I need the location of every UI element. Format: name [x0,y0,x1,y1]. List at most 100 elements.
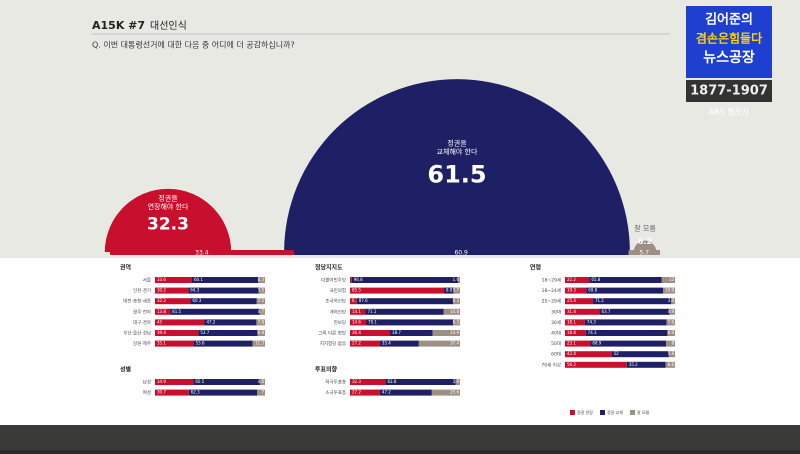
segment [257,389,265,396]
row-label: 그외 다른 정당 [318,330,346,337]
row-label: 25~29세 [542,298,561,305]
segment [666,319,675,326]
segment [667,330,675,336]
segment [193,379,260,385]
category-label: 정권을 연장해야 한다 [148,193,189,210]
segment-label: 69.8 [588,288,597,293]
base-label: 33.4 [195,250,209,257]
row-label: 대전·충청·세종 [123,298,151,305]
segment [453,298,460,305]
segment-label: 65.8 [591,277,600,282]
segment [188,389,258,396]
row-label: 서울 [143,277,151,284]
segment [258,287,265,294]
segment [565,287,587,294]
segment-label: 39.4 [157,330,166,335]
segment [259,308,265,315]
segment-label: 74.3 [588,330,597,335]
segment [565,308,600,315]
segment [565,351,612,358]
segment [350,298,357,305]
segment-label: 35.1 [157,341,166,346]
segment-label: 6.3 [258,277,265,282]
segment-label: 18.1 [567,319,576,324]
segment-label: 7.6 [668,319,675,324]
segment [188,287,259,294]
segment [351,277,459,283]
logo-text: 뉴스공장 [703,49,755,66]
semicircle [284,79,630,252]
segment [259,379,265,385]
group-title: 성별 [120,366,132,374]
segment [432,330,460,336]
segment-label: 56.2 [567,362,576,367]
segment [190,298,257,305]
segment [444,287,454,294]
row-label: 적극투표층 [325,379,346,386]
segment [155,330,199,336]
row-label: 60대 [551,351,561,358]
segment [350,277,352,283]
segment [350,340,380,347]
row-label: 조국혁신당 [325,298,346,305]
segment [155,277,192,283]
segment-label: 33.6 [157,277,166,282]
segment-label: 12 [669,277,675,282]
segment-label: 32.3 [352,379,361,384]
segment-label: 4.9 [668,309,675,314]
segment [155,298,191,305]
segment [350,319,367,326]
segment-label: 6.1 [352,298,359,303]
row-label: 50대 [551,340,561,347]
segment-label: 8 [671,341,674,346]
code: A15K #7 [92,19,145,32]
row-label: 진보당 [334,319,346,326]
segment [453,319,460,326]
segment [592,298,672,305]
category-label: 정권을 교체해야 한다 [437,139,478,156]
segment [204,319,257,326]
legend-swatch [570,410,575,415]
segment [350,330,391,336]
segment-label: 53.6 [196,341,205,346]
segment [565,361,627,368]
segment [365,308,444,315]
segment [671,298,675,305]
segment-label: 63.8 [388,379,397,384]
segment-label: 8.8 [446,288,453,293]
segment-label: 45 [157,319,163,324]
segment [611,351,669,358]
legend-label: 잘 모름 [637,409,650,415]
segment [586,287,664,294]
segment-label: 14.6 [352,319,361,324]
segment-label: 47.2 [207,319,216,324]
row-label: 강원·제주 [133,340,151,347]
base-label: 5.7 [640,250,650,257]
segment-label: 32.2 [157,298,166,303]
segment [585,330,668,336]
segment-label: 34.9 [157,379,166,384]
segment-label: 6.3 [453,298,460,303]
segment-label: 27.2 [352,341,361,346]
segment-label: 62.3 [191,390,200,395]
segment [565,330,586,336]
segment [256,319,265,326]
segment [155,319,205,326]
segment-label: 5.6 [668,351,675,356]
segment-label: 3.4 [668,298,675,303]
segment [626,361,666,368]
topic: 대선인식 [150,20,187,32]
row-label: 70세 이상 [541,361,561,368]
question: Q. 이번 대통령선거에 대한 다음 중 어디에 더 공감하십니까? [92,40,295,50]
segment [252,340,265,347]
segment-label: 87.6 [359,298,368,303]
base-bar [110,250,294,255]
segment-label: 60.5 [195,379,204,384]
segment [668,351,675,358]
segment-label: 35.4 [382,341,391,346]
segment-label: 11.3 [255,341,264,346]
row-label: 18~24세 [542,287,561,294]
segment [418,340,460,347]
semicircle [104,188,232,252]
